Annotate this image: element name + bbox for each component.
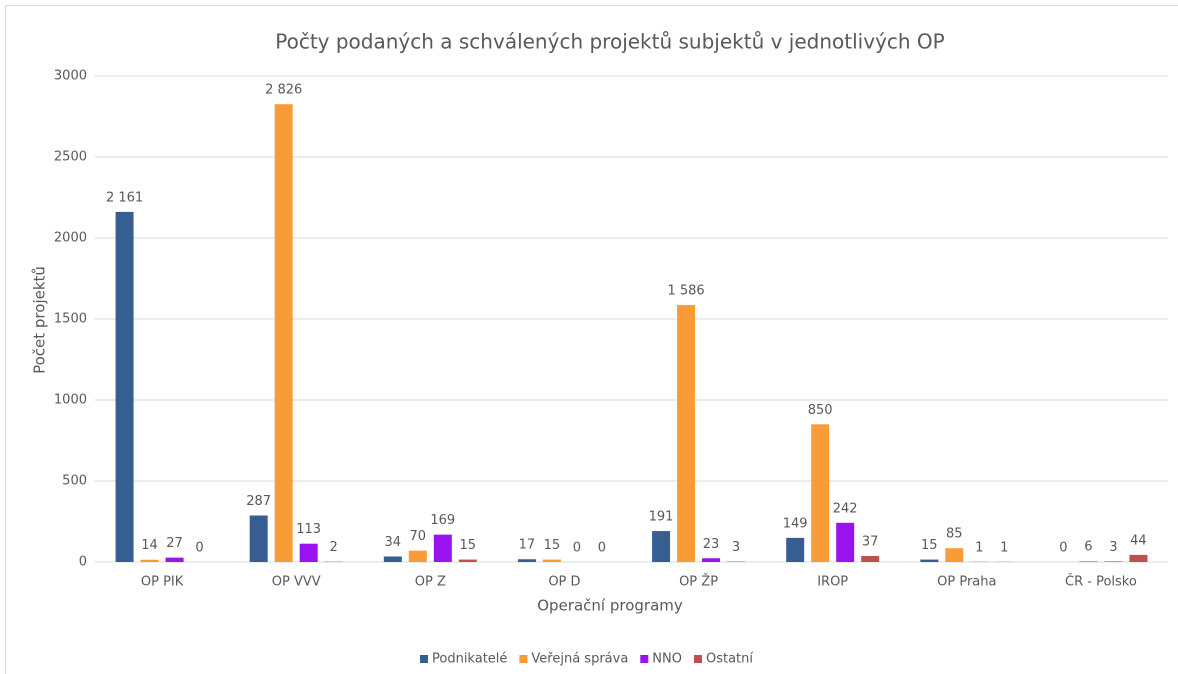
data-label: 3 bbox=[1109, 540, 1117, 555]
data-label: 15 bbox=[921, 538, 938, 553]
legend-swatch bbox=[420, 655, 428, 663]
y-axis-label: Počet projektů bbox=[31, 266, 49, 374]
chart-title: Počty podaných a schválených projektů su… bbox=[275, 30, 945, 54]
x-tick-label: OP Praha bbox=[937, 575, 996, 590]
x-tick-label: OP VVV bbox=[272, 575, 321, 590]
data-label: 23 bbox=[703, 537, 720, 552]
data-label: 85 bbox=[946, 527, 963, 542]
bar bbox=[1079, 561, 1098, 562]
bar bbox=[836, 522, 855, 562]
data-label: 37 bbox=[862, 535, 879, 550]
bar bbox=[383, 556, 402, 562]
bar bbox=[702, 558, 721, 562]
legend-swatch bbox=[640, 655, 649, 663]
data-label: 44 bbox=[1130, 533, 1147, 548]
data-label: 14 bbox=[141, 538, 158, 553]
legend-swatch bbox=[519, 655, 528, 663]
legend-label: NNO bbox=[652, 652, 682, 667]
bar bbox=[811, 424, 830, 562]
data-label: 287 bbox=[246, 494, 271, 509]
data-label: 2 161 bbox=[106, 190, 143, 205]
legend-label: Veřejná správa bbox=[531, 652, 628, 667]
x-tick-label: ČR - Polsko bbox=[1065, 574, 1137, 590]
bar bbox=[677, 305, 696, 562]
x-tick-label: OP PIK bbox=[141, 575, 184, 590]
y-tick-label: 1000 bbox=[54, 393, 87, 408]
data-label: 15 bbox=[544, 538, 561, 553]
bar bbox=[945, 548, 964, 562]
data-label: 27 bbox=[166, 536, 183, 551]
bar bbox=[458, 559, 477, 562]
data-label: 169 bbox=[430, 513, 455, 528]
bar bbox=[786, 537, 805, 562]
bar bbox=[165, 557, 184, 562]
data-label: 34 bbox=[385, 535, 402, 550]
bar bbox=[115, 211, 134, 562]
bar bbox=[861, 556, 880, 562]
chart-frame bbox=[5, 5, 1178, 674]
data-label: 2 bbox=[330, 540, 338, 555]
bar bbox=[408, 550, 427, 562]
bar bbox=[1129, 554, 1148, 562]
bar bbox=[542, 559, 561, 562]
bar bbox=[920, 559, 939, 562]
data-label: 0 bbox=[573, 541, 581, 556]
y-tick-label: 2000 bbox=[54, 231, 87, 246]
data-label: 1 586 bbox=[667, 284, 704, 299]
y-tick-label: 500 bbox=[62, 474, 87, 489]
data-label: 0 bbox=[195, 541, 203, 556]
bar bbox=[299, 543, 318, 562]
data-label: 1 bbox=[975, 540, 983, 555]
data-label: 70 bbox=[410, 529, 427, 544]
legend-label: Podnikatelé bbox=[432, 652, 507, 667]
data-label: 242 bbox=[833, 501, 858, 516]
y-tick-label: 2500 bbox=[54, 150, 87, 165]
data-label: 0 bbox=[1059, 541, 1067, 556]
data-label: 850 bbox=[808, 403, 833, 418]
y-tick-label: 3000 bbox=[54, 69, 87, 84]
x-axis-label: Operační programy bbox=[537, 597, 683, 615]
x-tick-label: OP Z bbox=[415, 575, 446, 590]
data-label: 1 bbox=[1000, 540, 1008, 555]
bar bbox=[249, 515, 268, 562]
data-label: 113 bbox=[296, 522, 321, 537]
data-label: 3 bbox=[732, 540, 740, 555]
data-label: 2 826 bbox=[265, 83, 302, 98]
data-label: 17 bbox=[519, 538, 536, 553]
data-label: 149 bbox=[783, 516, 808, 531]
data-label: 191 bbox=[649, 510, 674, 525]
legend-label: Ostatní bbox=[706, 652, 753, 667]
y-tick-label: 1500 bbox=[54, 312, 87, 327]
x-tick-label: OP D bbox=[548, 575, 580, 590]
bar bbox=[517, 559, 536, 562]
bar bbox=[274, 104, 293, 563]
bar bbox=[652, 531, 671, 562]
x-tick-label: OP ŽP bbox=[679, 574, 718, 590]
data-label: 0 bbox=[598, 541, 606, 556]
x-tick-label: IROP bbox=[817, 575, 848, 590]
y-tick-label: 0 bbox=[79, 555, 87, 570]
legend-swatch bbox=[693, 655, 702, 663]
data-label: 6 bbox=[1084, 540, 1092, 555]
data-label: 15 bbox=[460, 538, 477, 553]
bar bbox=[433, 534, 452, 562]
bar bbox=[140, 559, 159, 562]
